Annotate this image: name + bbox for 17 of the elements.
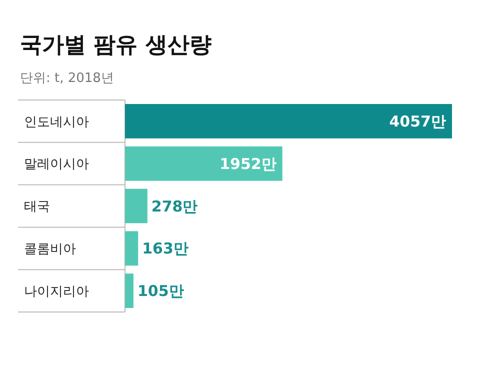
y-tick-label: 나이지리아 xyxy=(24,284,89,300)
bar xyxy=(125,104,452,138)
data-label: 278만 xyxy=(151,197,198,216)
data-label: 105만 xyxy=(137,282,184,300)
y-tick-label: 콜롬비아 xyxy=(24,242,76,257)
bar xyxy=(125,274,134,308)
data-label: 1952만 xyxy=(220,154,276,173)
chart-subtitle: 단위: t, 2018년 xyxy=(20,71,114,86)
bar xyxy=(125,146,282,181)
y-tick-label: 태국 xyxy=(24,200,50,215)
data-label: 4057만 xyxy=(389,112,446,130)
chart-title: 국가별 팜유 생산량 xyxy=(20,33,212,58)
y-tick-label: 말레이시아 xyxy=(24,157,89,172)
y-tick-label: 인도네시아 xyxy=(24,114,89,130)
bar xyxy=(125,231,138,266)
data-label: 163만 xyxy=(142,240,188,258)
bar xyxy=(125,188,148,224)
